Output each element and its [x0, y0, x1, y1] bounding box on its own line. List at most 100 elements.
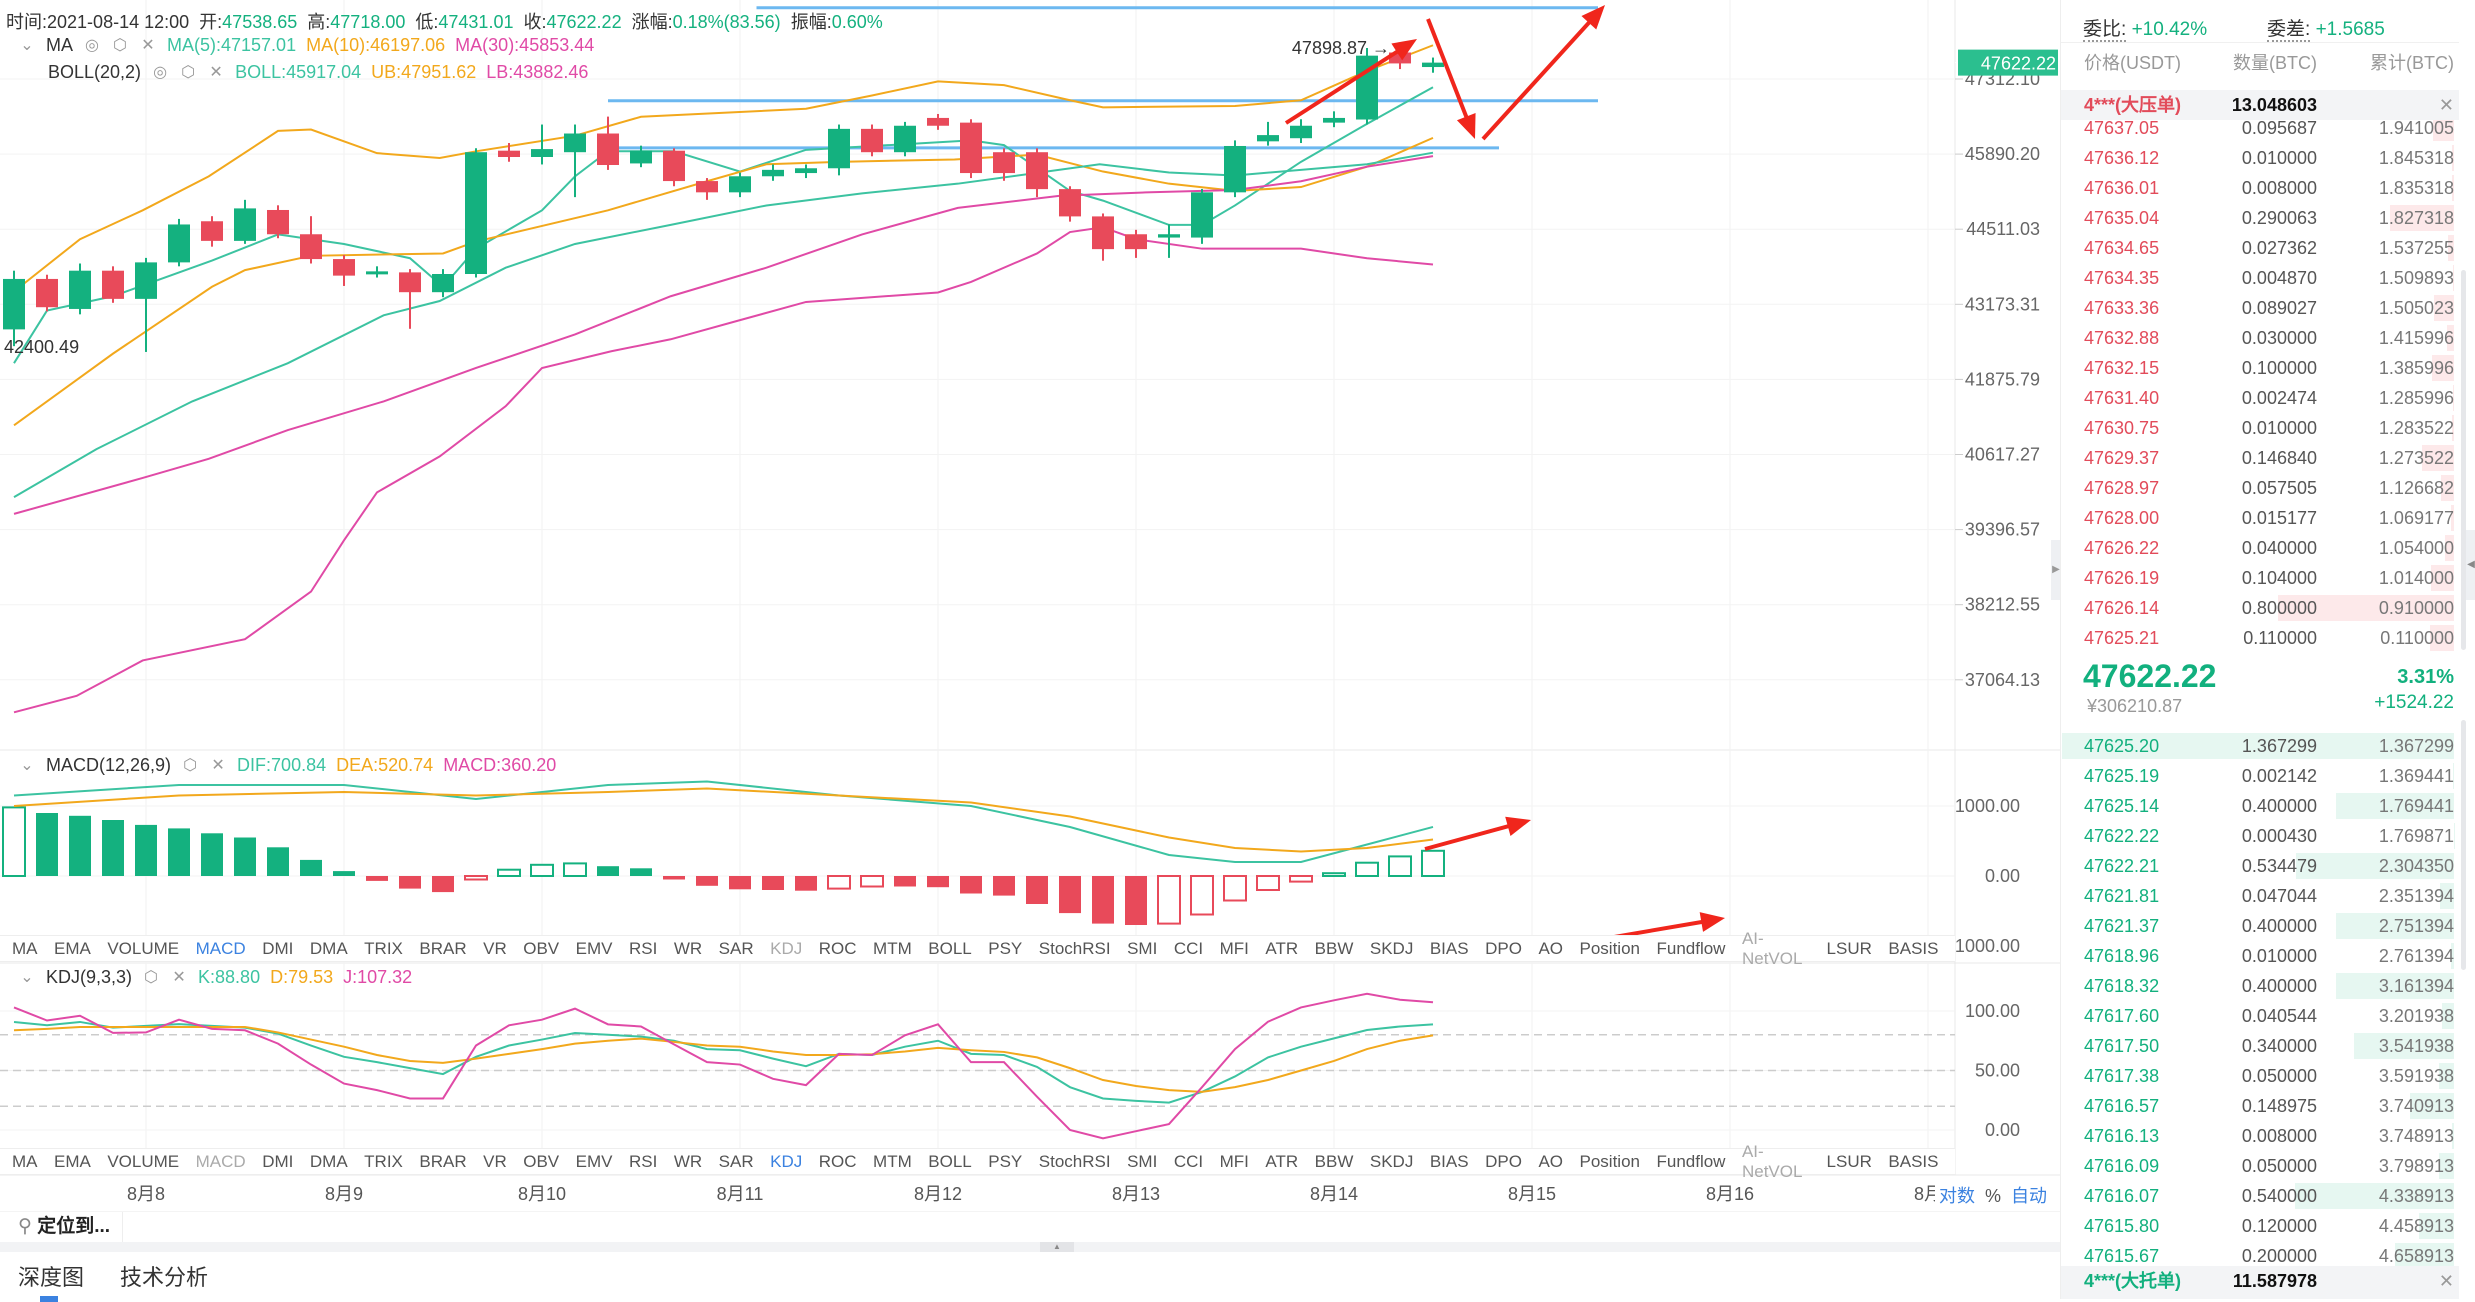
indicator-tab-cci[interactable]: CCI — [1174, 939, 1203, 959]
panel-resize-bar[interactable]: ▲ — [0, 1242, 2060, 1252]
indicator-tab-basis[interactable]: BASIS — [1888, 1152, 1938, 1172]
indicator-tab-stochrsi[interactable]: StochRSI — [1039, 1152, 1111, 1172]
settings-gear-icon[interactable]: ⬡ — [142, 969, 160, 987]
indicator-tab-smi[interactable]: SMI — [1127, 939, 1157, 959]
collapse-chevron-icon[interactable]: ⌄ — [18, 757, 36, 775]
indicator-tab-brar[interactable]: BRAR — [419, 1152, 466, 1172]
indicator-tab-vr[interactable]: VR — [483, 1152, 507, 1172]
indicator-tab-mtm[interactable]: MTM — [873, 939, 912, 959]
log-scale-toggle[interactable]: 对数 — [1939, 1186, 1975, 1206]
indicator-tab-position[interactable]: Position — [1580, 939, 1640, 959]
indicator-tab-emv[interactable]: EMV — [576, 939, 613, 959]
indicator-tab-bbw[interactable]: BBW — [1315, 939, 1354, 959]
indicator-tab-dmi[interactable]: DMI — [262, 939, 293, 959]
indicator-tab-smi[interactable]: SMI — [1127, 1152, 1157, 1172]
tab-technical-analysis[interactable]: 技术分析 — [120, 1260, 208, 1292]
indicator-tab-ma[interactable]: MA — [12, 939, 38, 959]
indicator-tab-lsur[interactable]: LSUR — [1827, 939, 1872, 959]
indicator-tab-stochrsi[interactable]: StochRSI — [1039, 939, 1111, 959]
indicator-tab-boll[interactable]: BOLL — [928, 1152, 971, 1172]
indicator-tab-volume[interactable]: VOLUME — [107, 939, 179, 959]
indicator-tab-trix[interactable]: TRIX — [364, 1152, 403, 1172]
indicator-tab-skdj[interactable]: SKDJ — [1370, 939, 1413, 959]
indicator-tab-vr[interactable]: VR — [483, 939, 507, 959]
remove-close-icon[interactable]: ✕ — [209, 757, 227, 775]
indicator-tab-atr[interactable]: ATR — [1265, 1152, 1298, 1172]
settings-gear-icon[interactable]: ⬡ — [179, 64, 197, 82]
collapse-chevron-icon[interactable]: ⌄ — [18, 969, 36, 987]
indicator-tab-lsur[interactable]: LSUR — [1827, 1152, 1872, 1172]
indicator-tab-psy[interactable]: PSY — [988, 939, 1022, 959]
indicator-tab-ema[interactable]: EMA — [54, 1152, 91, 1172]
locate-button[interactable]: ⚲ 定位到... — [18, 1212, 123, 1242]
orderbook-scrollbar[interactable] — [2461, 720, 2466, 970]
indicator-tab-skdj[interactable]: SKDJ — [1370, 1152, 1413, 1172]
auto-scale-toggle[interactable]: 自动 — [2011, 1186, 2047, 1206]
indicator-tab-cci[interactable]: CCI — [1174, 1152, 1203, 1172]
indicator-tab-roc[interactable]: ROC — [819, 939, 857, 959]
indicator-tab-ao[interactable]: AO — [1538, 939, 1563, 959]
indicator-tab-dpo[interactable]: DPO — [1485, 939, 1522, 959]
indicator-tab-brar[interactable]: BRAR — [419, 939, 466, 959]
collapse-chevron-icon[interactable]: ⌄ — [18, 37, 36, 55]
settings-gear-icon[interactable]: ⬡ — [181, 757, 199, 775]
indicator-tab-obv[interactable]: OBV — [523, 1152, 559, 1172]
indicator-tab-bbw[interactable]: BBW — [1315, 1152, 1354, 1172]
big-bid-order-row[interactable]: 4***(大托单) 11.587978 ✕ — [2061, 1266, 2459, 1299]
indicator-tab-ai-netvol[interactable]: AI-NetVOL — [1742, 929, 1810, 969]
indicator-tab-psy[interactable]: PSY — [988, 1152, 1022, 1172]
indicator-tab-obv[interactable]: OBV — [523, 939, 559, 959]
indicator-tab-macd[interactable]: MACD — [196, 939, 246, 959]
indicator-tab-kdj[interactable]: KDJ — [770, 1152, 802, 1172]
visibility-eye-icon[interactable]: ◎ — [151, 64, 169, 82]
indicator-tab-wr[interactable]: WR — [674, 939, 702, 959]
remove-close-icon[interactable]: ✕ — [139, 37, 157, 55]
indicator-tab-kdj[interactable]: KDJ — [770, 939, 802, 959]
indicator-tab-fundflow[interactable]: Fundflow — [1656, 939, 1725, 959]
visibility-eye-icon[interactable]: ◎ — [83, 37, 101, 55]
indicator-tab-mfi[interactable]: MFI — [1220, 939, 1249, 959]
dismiss-close-icon[interactable]: ✕ — [2439, 90, 2454, 120]
indicator-tab-boll[interactable]: BOLL — [928, 939, 971, 959]
indicator-tab-bias[interactable]: BIAS — [1430, 939, 1469, 959]
indicator-tab-sar[interactable]: SAR — [719, 939, 754, 959]
indicator-tab-emv[interactable]: EMV — [576, 1152, 613, 1172]
indicator-tab-basis[interactable]: BASIS — [1888, 939, 1938, 959]
expand-handle-icon[interactable]: ▲ — [1040, 1242, 1074, 1252]
tab-depth-chart[interactable]: 深度图 — [18, 1260, 84, 1292]
indicator-tab-mtm[interactable]: MTM — [873, 1152, 912, 1172]
indicator-tab-mfi[interactable]: MFI — [1220, 1152, 1249, 1172]
indicator-tab-wr[interactable]: WR — [674, 1152, 702, 1172]
indicator-tab-dma[interactable]: DMA — [310, 939, 348, 959]
indicator-tab-atr[interactable]: ATR — [1265, 939, 1298, 959]
indicator-tab-trix[interactable]: TRIX — [364, 939, 403, 959]
indicator-tab-dpo[interactable]: DPO — [1485, 1152, 1522, 1172]
indicator-tab-dmi[interactable]: DMI — [262, 1152, 293, 1172]
remove-close-icon[interactable]: ✕ — [207, 64, 225, 82]
